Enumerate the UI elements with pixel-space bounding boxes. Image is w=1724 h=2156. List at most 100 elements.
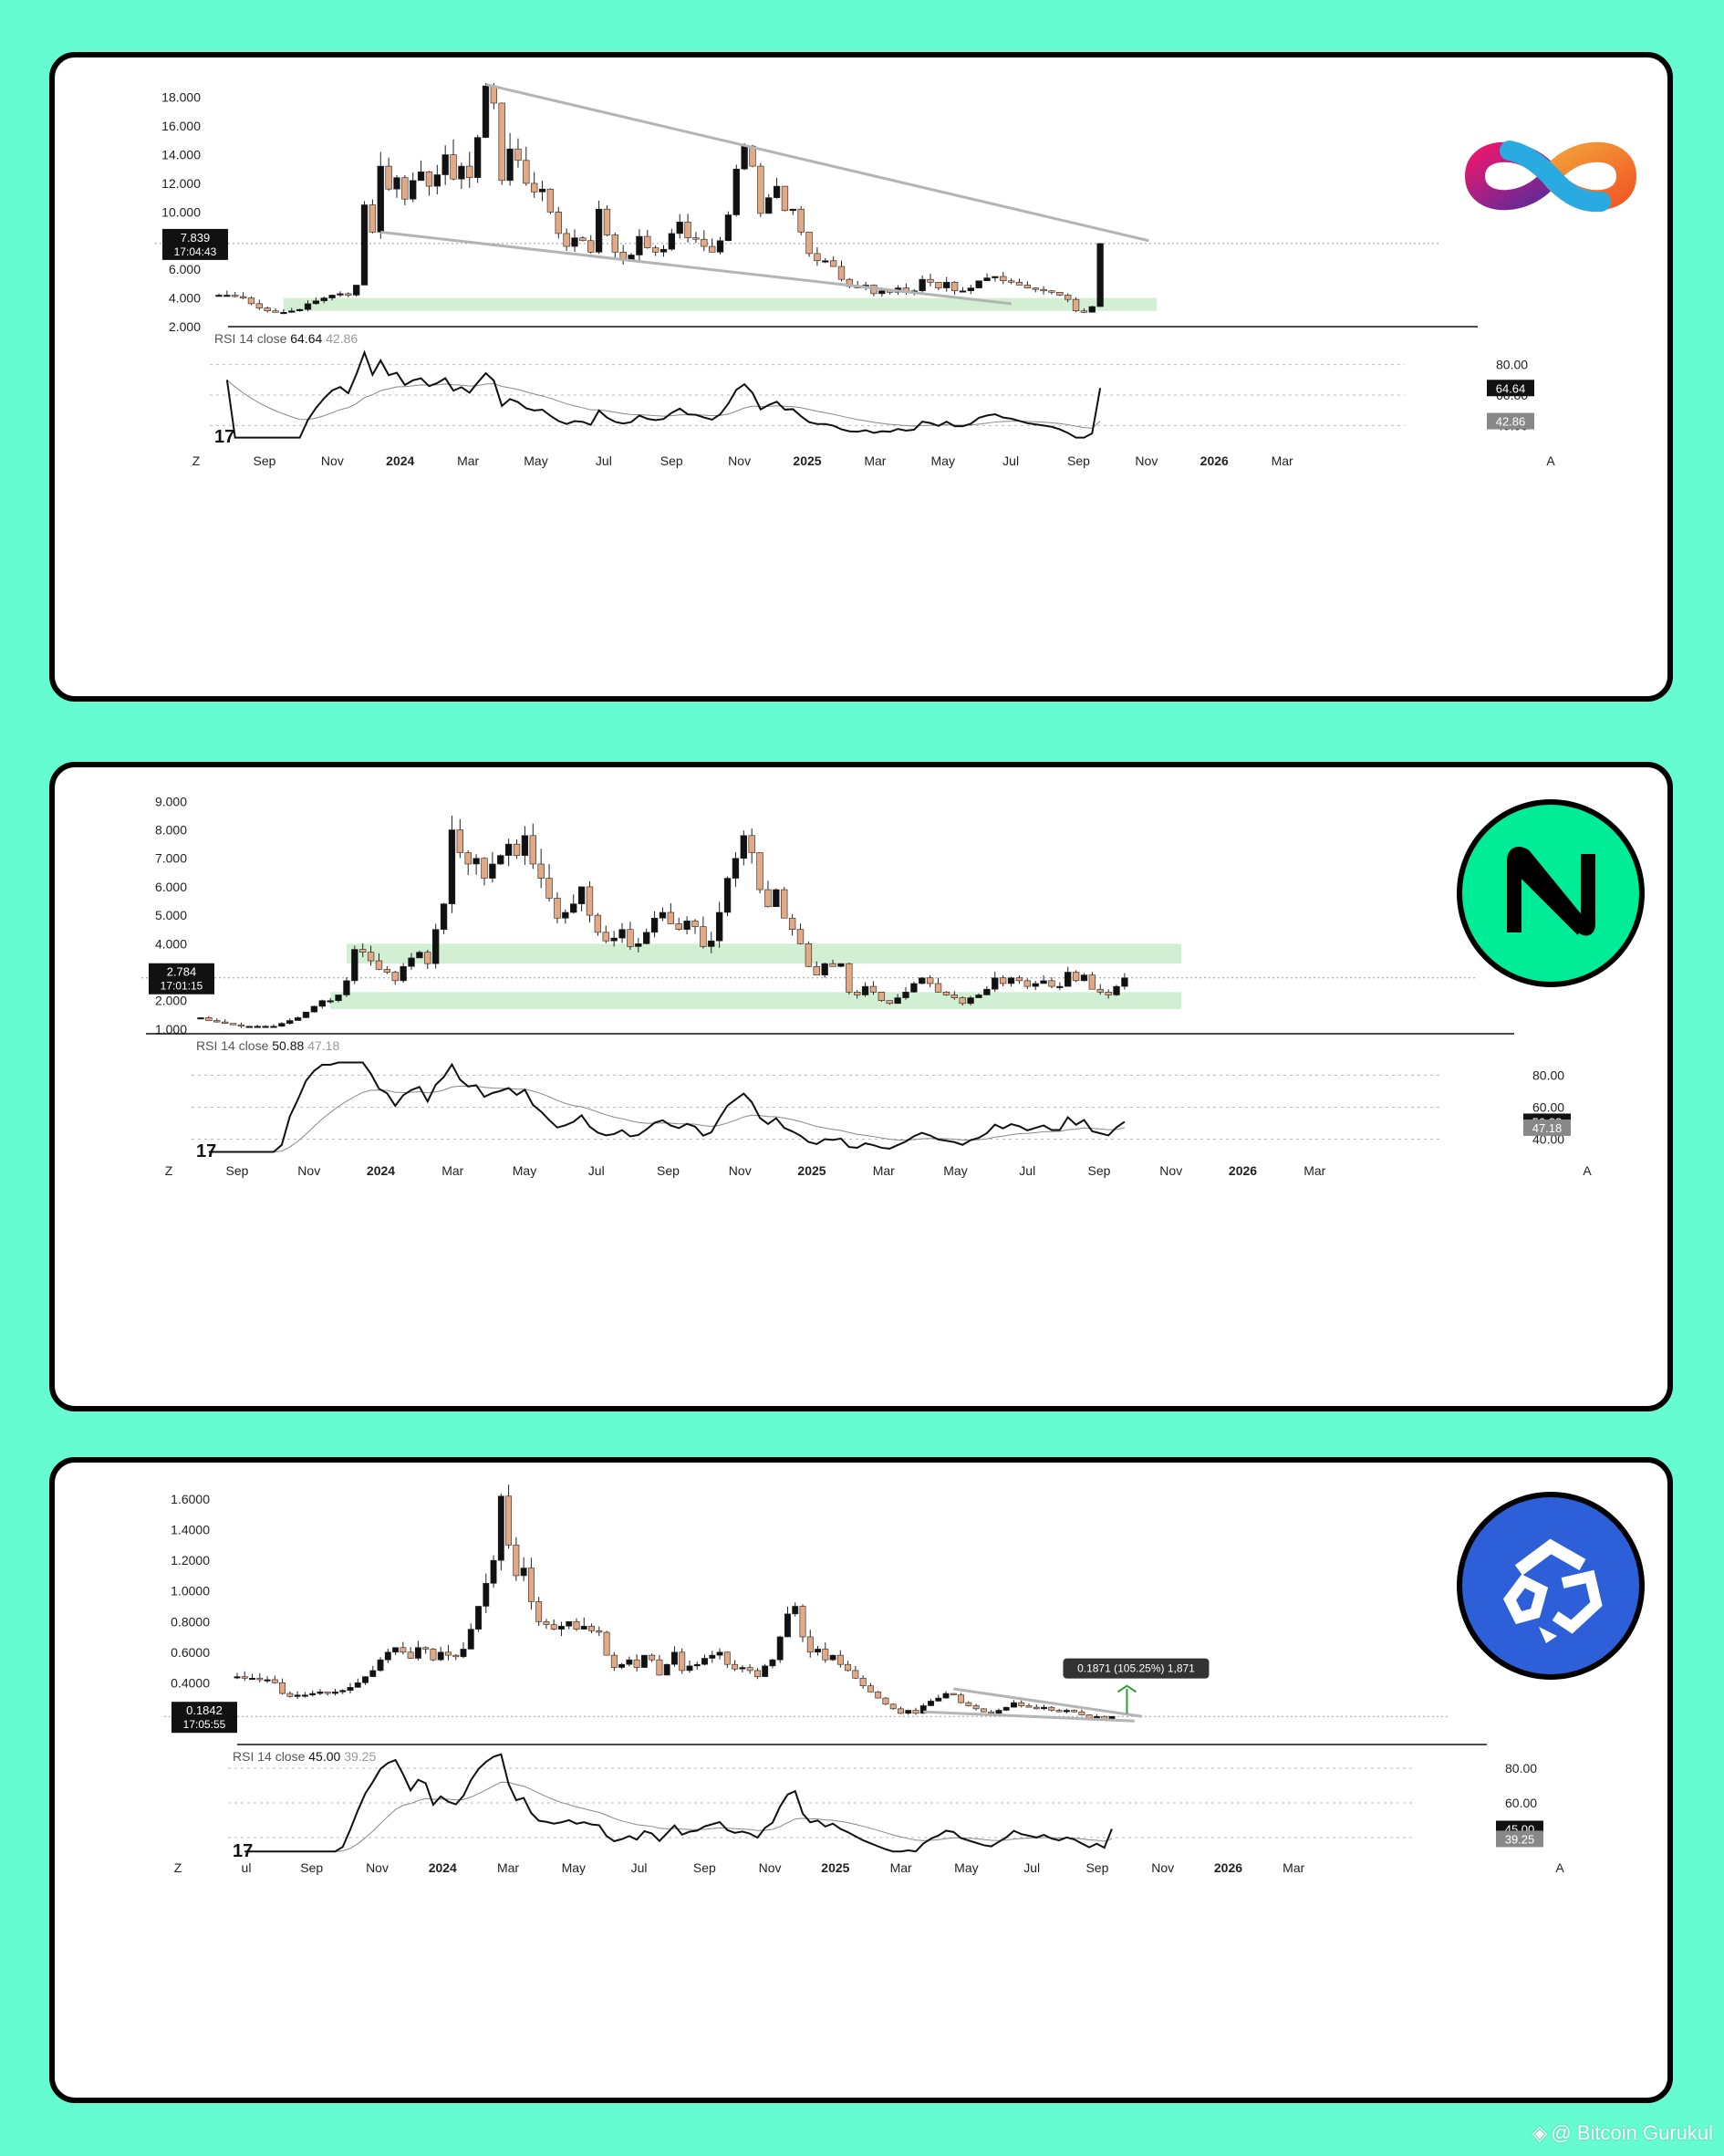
candle-body [377,1659,384,1672]
candle-body [1032,287,1039,290]
candle-body [967,287,974,292]
x-axis-label: May [954,1860,978,1875]
candle-body [270,1026,277,1028]
x-axis-label: May [943,1163,967,1178]
candle-body [1056,985,1064,988]
x-axis-label: Sep [1085,1860,1108,1875]
candle-body [618,1663,626,1668]
candle-body [302,1011,310,1018]
y-tick-label: 9.000 [155,794,187,808]
candle-body [417,172,425,182]
candle-body [237,1024,245,1027]
candle-body [354,1682,361,1688]
rsi-ma-badge: 42.86 [1496,415,1526,429]
measure-tooltip-bg [1063,1658,1210,1679]
rsi-line [244,1753,1113,1853]
y-tick-label: 6.000 [169,262,201,276]
candle-body [1025,1705,1033,1708]
candle-body [332,1692,338,1694]
candle-body [762,1665,769,1677]
watermark: ◈ @ Bitcoin Gurukul [1532,2121,1713,2145]
y-tick-label: 5.000 [155,908,187,922]
x-axis-label: Jul [588,1163,605,1178]
x-axis-label: ul [242,1860,252,1875]
candle-body [700,926,707,947]
rsi-value-badge-bg [1487,380,1534,397]
candle-body [433,174,441,187]
y-tick-label: 1.0000 [171,1584,210,1599]
candle-body [950,1693,957,1696]
rsi-value-badge: 64.64 [1496,381,1526,395]
candle-body [550,1624,557,1630]
candle-body [898,1708,904,1714]
x-axis-label: Sep [226,1163,249,1178]
candle-body [846,963,853,993]
candle-body [919,278,926,292]
y-tick-label: 7.000 [155,851,187,866]
x-axis-label: Jul [1002,453,1019,468]
candle-body [1105,992,1112,995]
y-tick-label: 4.000 [169,291,201,306]
candle-body [1056,292,1064,296]
candle-body [886,1000,893,1005]
y-tick-label: 12.000 [161,176,201,191]
candle-body [467,1629,474,1650]
corner-right-label: A [1583,1163,1592,1178]
candle-body [602,932,609,942]
candle-body [1007,977,1015,984]
candle-body [286,1693,294,1697]
candle-body [521,835,529,856]
candle-body [1032,983,1039,987]
candle-body [910,983,918,993]
price-box-value: 2.784 [167,965,197,979]
candle-body [942,1693,950,1699]
candle-body [958,1694,965,1703]
y-tick-label: 0.8000 [171,1614,210,1629]
candle-body [241,1676,248,1679]
candle-body [995,1710,1002,1714]
candle-body [627,929,634,947]
candle-body [391,972,399,982]
candle-body [633,1659,640,1668]
candle-body [1033,1706,1040,1710]
candle-body [1015,977,1023,982]
candle-body [294,1694,301,1697]
candle-body [716,1651,723,1656]
price-box-value: 7.839 [181,231,211,245]
x-axis-label: 2024 [429,1860,457,1875]
candle-body [983,277,991,282]
candle-body [456,829,464,853]
y-tick-label: 1.4000 [171,1523,210,1537]
candle-body [416,952,423,959]
candle-body [965,1702,972,1706]
candle-body [1065,295,1072,300]
candle-body [1023,980,1031,987]
support-zone [283,297,1158,311]
x-axis-label: Nov [297,1163,320,1178]
y-tick-label: 2.000 [169,319,201,334]
candle-body [570,903,577,913]
candle-body [650,917,659,933]
candle-body [256,1677,264,1681]
candle-body [1055,1710,1063,1713]
x-axis-label: Sep [1088,1163,1111,1178]
candle-body [531,182,538,193]
candle-body [497,855,504,865]
rsi-tick-label: 80.00 [1505,1761,1537,1776]
candle-body [424,952,431,964]
price-box [171,1702,237,1734]
support-trendline [380,230,1012,306]
candle-body [506,148,514,182]
y-tick-label: 1.6000 [171,1492,210,1506]
x-axis-label: Jul [1019,1163,1035,1178]
candle-body [805,943,813,967]
candle-body [959,997,966,1005]
x-axis-label: Jul [631,1860,648,1875]
price-box-timer: 17:01:15 [161,980,203,993]
corner-right-label: A [1555,1860,1564,1875]
candle-body [441,154,449,175]
x-axis-label: Nov [728,453,751,468]
candle-body [563,233,570,247]
candle-body [692,237,700,240]
candle-body [280,311,287,315]
